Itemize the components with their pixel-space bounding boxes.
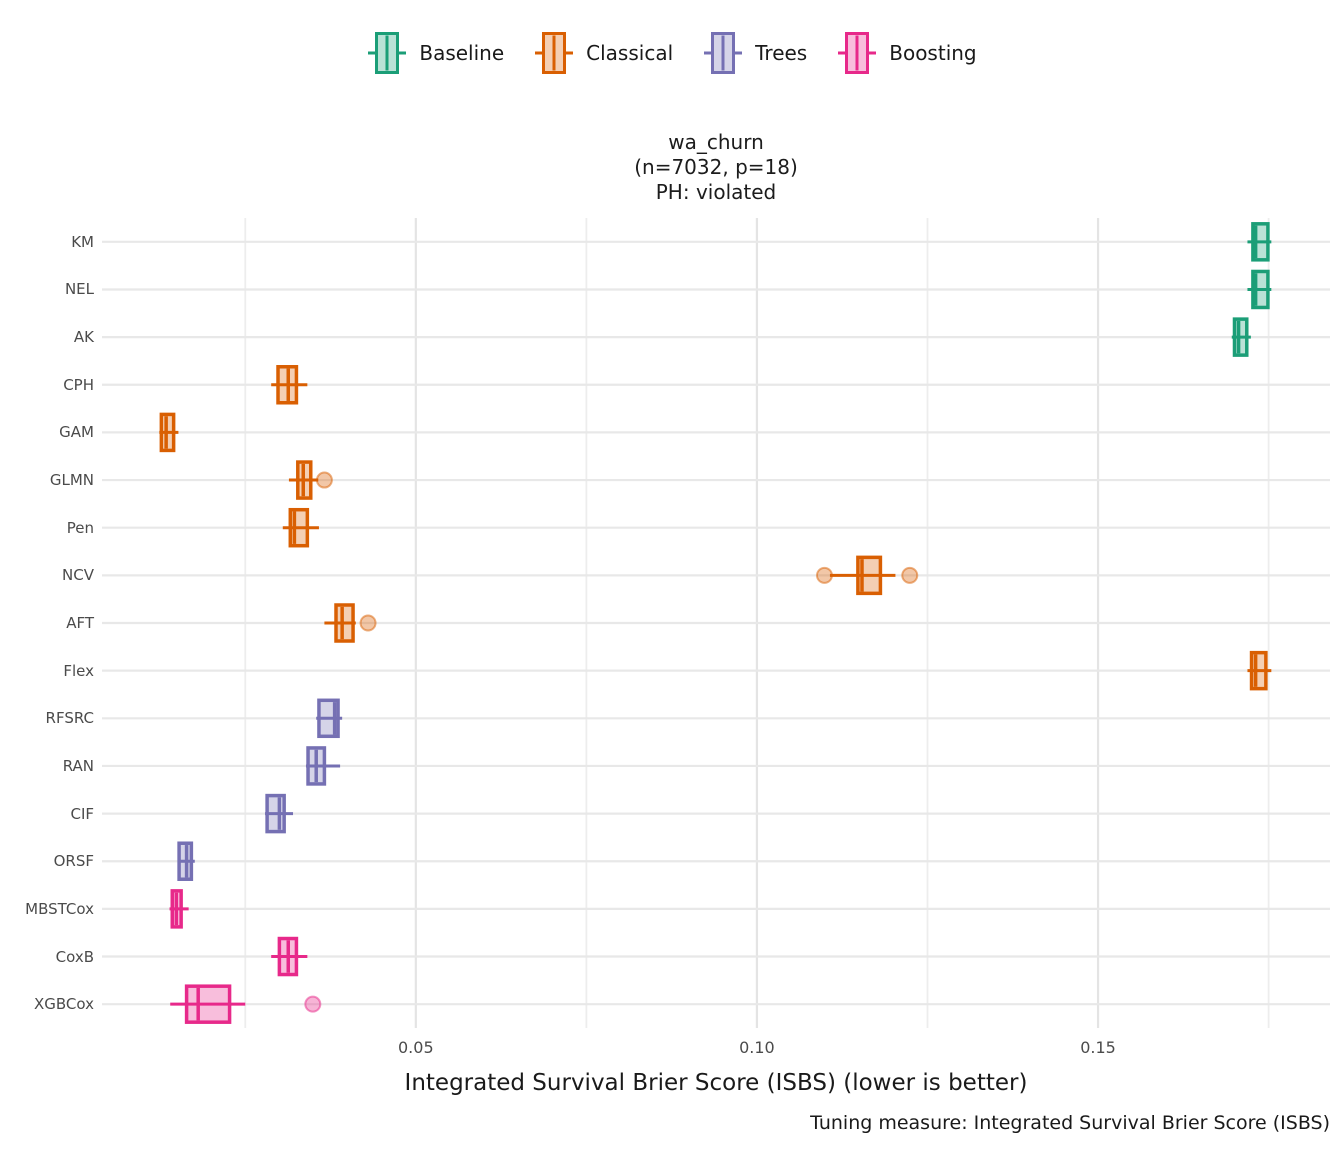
- box-AFT: [334, 603, 355, 643]
- y-axis-label-AFT: AFT: [66, 614, 94, 632]
- boxplot-RAN: [305, 746, 341, 786]
- y-axis-label-CPH: CPH: [63, 375, 94, 394]
- boxplot-Flex: [1247, 650, 1272, 691]
- boxplot-CPH: [271, 365, 308, 405]
- box-Flex: [1249, 650, 1268, 691]
- outlier-NCV: [901, 566, 919, 584]
- legend-item-boosting: Boosting: [837, 30, 977, 76]
- boxplot-GLMN: [288, 460, 333, 500]
- legend-label-trees: Trees: [755, 41, 808, 65]
- title-dimensions: (n=7032, p=18): [634, 155, 798, 179]
- y-axis-label-RAN: RAN: [62, 756, 94, 775]
- x-tick-label-0.05: 0.05: [398, 1038, 434, 1057]
- boxplot-CoxB: [271, 936, 308, 977]
- boxplot-XGBCox: [170, 984, 322, 1024]
- outlier-XGBCox: [304, 995, 322, 1013]
- boxplot-key-icon: [535, 32, 574, 74]
- legend-item-classical: Classical: [534, 30, 673, 76]
- boxplot-key-icon: [704, 32, 743, 74]
- boxplot-key-icon: [368, 32, 407, 74]
- title-ph-status: PH: violated: [655, 180, 777, 204]
- boxplot-Pen: [282, 507, 319, 548]
- boxplot-key-icon: [838, 32, 877, 74]
- boxplot-AK: [1231, 317, 1251, 357]
- outlier-GLMN: [315, 471, 333, 489]
- legend-label-boosting: Boosting: [889, 41, 977, 65]
- y-axis-label-GAM: GAM: [59, 423, 94, 442]
- legend: Baseline Classical Trees Boosting: [0, 29, 1344, 77]
- boxplot-NEL: [1247, 269, 1272, 310]
- legend-label-classical: Classical: [586, 41, 674, 65]
- legend-item-trees: Trees: [703, 30, 807, 76]
- boxplot-AFT: [324, 603, 377, 643]
- y-axis-label-CoxB: CoxB: [55, 947, 94, 966]
- box-CIF: [265, 793, 286, 834]
- y-axis-label-XGBCox: XGBCox: [34, 995, 94, 1014]
- boxplot-CIF: [265, 793, 294, 834]
- x-tick-label-0.15: 0.15: [1080, 1038, 1116, 1057]
- box-AK: [1232, 317, 1249, 357]
- y-axis-label-Flex: Flex: [63, 661, 94, 680]
- boxplot-NCV: [815, 555, 919, 596]
- box-XGBCox: [184, 984, 232, 1024]
- x-tick-label-0.10: 0.10: [739, 1038, 775, 1057]
- y-axis-label-KM: KM: [71, 232, 94, 251]
- outlier-NCV: [815, 566, 833, 584]
- boxplot-KM: [1247, 222, 1272, 262]
- x-axis-title: Integrated Survival Brier Score (ISBS) (…: [404, 1070, 1028, 1096]
- y-axis-label-NEL: NEL: [64, 280, 94, 299]
- y-axis-label-AK: AK: [73, 328, 94, 347]
- boxplot-MBSTCox: [169, 889, 189, 929]
- y-axis-label-CIF: CIF: [70, 804, 94, 823]
- y-axis-label-NCV: NCV: [62, 566, 94, 585]
- y-axis-label-ORSF: ORSF: [53, 852, 94, 871]
- legend-item-baseline: Baseline: [367, 30, 504, 76]
- chart-title: wa_churn (n=7032, p=18) PH: violated: [102, 130, 1330, 205]
- caption: Tuning measure: Integrated Survival Brie…: [810, 1112, 1330, 1134]
- y-axis-label-Pen: Pen: [66, 518, 94, 537]
- boxplot-RFSRC: [316, 698, 343, 739]
- boxplot-GAM: [159, 412, 179, 453]
- title-dataset: wa_churn: [668, 130, 764, 154]
- y-axis-label-MBSTCox: MBSTCox: [25, 899, 94, 918]
- y-axis-label-RFSRC: RFSRC: [45, 709, 94, 728]
- boxplot-ORSF: [177, 841, 195, 881]
- legend-label-baseline: Baseline: [419, 41, 505, 65]
- outlier-AFT: [359, 614, 377, 632]
- y-axis-label-GLMN: GLMN: [49, 471, 94, 490]
